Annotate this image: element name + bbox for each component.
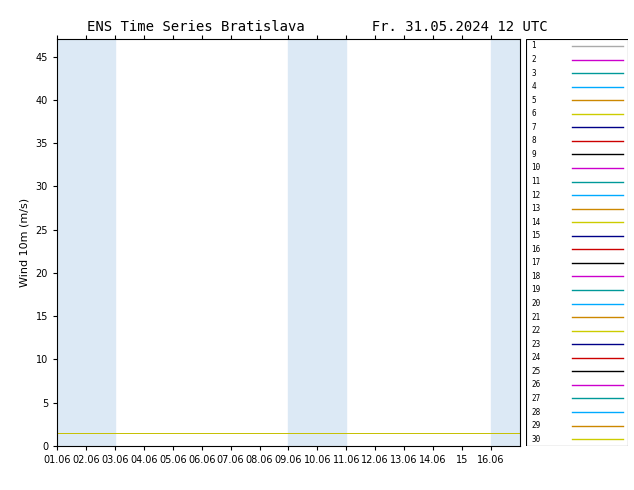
Text: 1: 1	[531, 42, 536, 50]
Text: 15: 15	[531, 231, 541, 240]
Text: 23: 23	[531, 340, 541, 349]
Bar	[318, 39, 346, 446]
Text: 27: 27	[531, 394, 541, 403]
Text: 29: 29	[531, 421, 541, 430]
Text: 12: 12	[531, 191, 541, 199]
Y-axis label: Wind 10m (m/s): Wind 10m (m/s)	[20, 198, 30, 287]
Text: 7: 7	[531, 123, 536, 132]
Text: 11: 11	[531, 177, 541, 186]
Text: 10: 10	[531, 164, 541, 172]
Text: 6: 6	[531, 109, 536, 118]
Text: 18: 18	[531, 272, 541, 281]
FancyBboxPatch shape	[526, 39, 628, 446]
Bar	[57, 39, 86, 446]
Bar	[288, 39, 318, 446]
Text: 2: 2	[531, 55, 536, 64]
Bar	[86, 39, 115, 446]
Text: 17: 17	[531, 258, 541, 268]
Text: 3: 3	[531, 69, 536, 77]
Text: 4: 4	[531, 82, 536, 91]
Text: 28: 28	[531, 408, 541, 416]
Text: 9: 9	[531, 150, 536, 159]
Text: 20: 20	[531, 299, 541, 308]
Text: 16: 16	[531, 245, 541, 254]
Text: ENS Time Series Bratislava        Fr. 31.05.2024 12 UTC: ENS Time Series Bratislava Fr. 31.05.202…	[87, 20, 547, 34]
Text: 26: 26	[531, 380, 541, 390]
Text: 22: 22	[531, 326, 541, 335]
Text: 21: 21	[531, 313, 541, 321]
Bar	[491, 39, 520, 446]
Text: 30: 30	[531, 435, 541, 443]
Text: 19: 19	[531, 286, 541, 294]
Text: 25: 25	[531, 367, 541, 376]
Text: 8: 8	[531, 136, 536, 146]
Text: 13: 13	[531, 204, 541, 213]
Text: 24: 24	[531, 353, 541, 362]
Text: 14: 14	[531, 218, 541, 227]
Text: 5: 5	[531, 96, 536, 105]
